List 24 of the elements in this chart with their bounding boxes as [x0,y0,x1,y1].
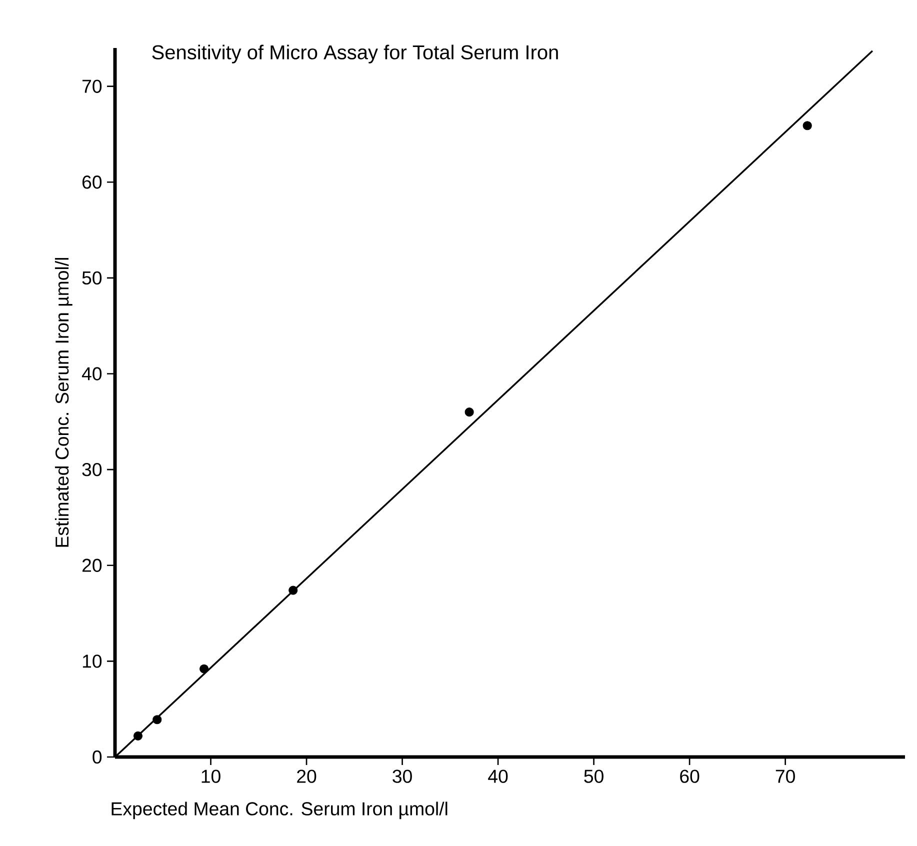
y-tick-label: 30 [82,462,102,476]
y-tick-label: 0 [92,750,102,764]
point [152,715,162,724]
x-tick-label: 60 [680,770,700,783]
x-tick-label: 20 [297,770,316,783]
y-tick-label: 60 [82,176,102,189]
y-tick-label: 70 [82,80,102,93]
y-tick-label: 10 [82,654,102,668]
y-tick-label: 50 [82,271,102,285]
x-tick-label: 10 [202,770,220,783]
y-axis-title: Estimated Conc. Serum Iron µmol/l [54,258,72,547]
point [802,121,812,130]
y-tick-label: 20 [82,558,102,572]
y-tick-label: 40 [82,367,102,380]
point [288,586,298,595]
point [133,731,143,740]
x-tick-label: 70 [776,770,795,783]
x-axis-title: Expected Mean Conc. Serum Iron µmol/l [112,802,448,820]
x-tick-label: 30 [392,770,412,783]
point [200,664,209,674]
x-tick-label: 40 [488,770,508,783]
chart-title: Sensitivity of Micro Assay for Total Serum Iron [152,44,558,64]
point [464,408,474,417]
x-tick-label: 50 [584,770,604,783]
